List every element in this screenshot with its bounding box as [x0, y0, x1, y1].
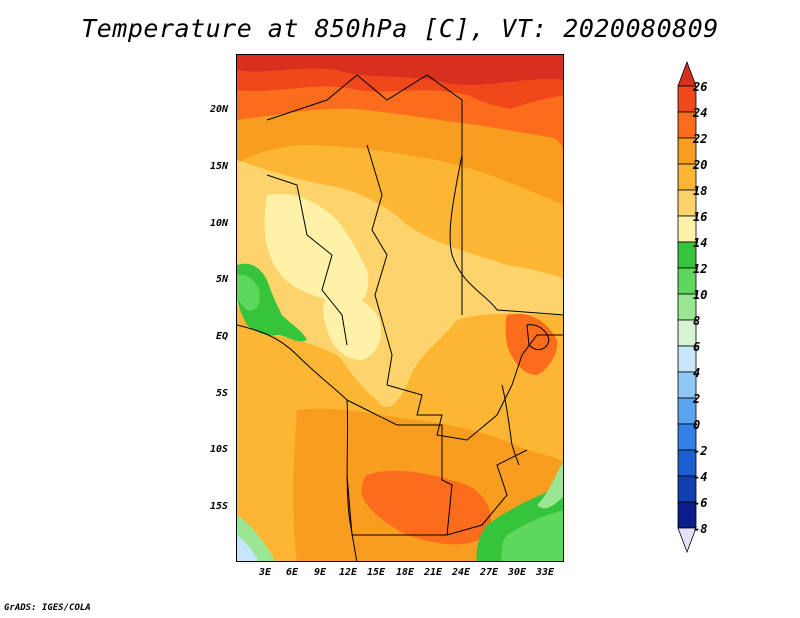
- field-10-12-southeast: [501, 510, 563, 561]
- border-west: [266, 174, 348, 346]
- colorbar-label: -4: [693, 470, 708, 484]
- colorbar-label: 18: [693, 184, 708, 198]
- colorbar-label: 22: [693, 132, 708, 146]
- field-10-12-coast: [237, 274, 260, 311]
- colorbar-label: 16: [693, 210, 708, 224]
- lat-tick-label: EQ: [215, 331, 228, 342]
- lon-tick-label: 9E: [313, 567, 327, 578]
- colorbar-label: 4: [693, 366, 701, 380]
- lake-victoria: [526, 324, 550, 351]
- temperature-field: [237, 55, 563, 561]
- colorbar-label: -6: [693, 496, 708, 510]
- colorbar-label: -2: [693, 444, 708, 458]
- colorbar-label: 8: [693, 314, 701, 328]
- lat-tick-label: 15S: [209, 501, 228, 512]
- borders: [237, 74, 563, 561]
- lat-tick-label: 5S: [215, 388, 228, 399]
- lon-tick-label: 18E: [395, 567, 415, 578]
- lat-tick-label: 15N: [209, 161, 228, 172]
- credit-text: GrADS: IGES/COLA: [4, 603, 91, 613]
- colorbar: [677, 60, 697, 554]
- lat-tick-label: 20N: [209, 104, 228, 115]
- colorbar-label: 2: [693, 392, 701, 406]
- border-zambia: [446, 449, 528, 536]
- colorbar-label: 12: [693, 262, 708, 276]
- border-angola: [346, 399, 453, 536]
- colorbar-label: 10: [693, 288, 708, 302]
- temperature-map: [236, 54, 564, 562]
- lon-tick-label: 15E: [366, 567, 386, 578]
- chart-title: Temperature at 850hPa [C], VT: 202008080…: [81, 14, 719, 43]
- field-26-north: [237, 55, 563, 85]
- colorbar-label: -8: [693, 522, 708, 536]
- lon-tick-label: 12E: [338, 567, 358, 578]
- lon-tick-label: 33E: [535, 567, 555, 578]
- lon-tick-label: 27E: [479, 567, 499, 578]
- border-north: [266, 74, 463, 315]
- coastline: [237, 324, 358, 561]
- colorbar-label: 26: [693, 80, 708, 94]
- colorbar-label: 20: [693, 158, 708, 172]
- colorbar-label: 24: [693, 106, 708, 120]
- colorbar-label: 6: [693, 340, 701, 354]
- field-22-24-east: [497, 95, 563, 148]
- field-4-6-southwest: [237, 535, 259, 561]
- colorbar-underflow-triangle: [677, 527, 697, 554]
- lake-tanganyika: [501, 384, 520, 466]
- lon-tick-label: 21E: [423, 567, 443, 578]
- field-22-24-south: [361, 470, 491, 545]
- field-22-24-lakes: [505, 313, 558, 375]
- lon-tick-label: 30E: [507, 567, 527, 578]
- field-14-16-west: [264, 193, 369, 306]
- lat-tick-label: 10N: [209, 218, 228, 229]
- field-8-10-southeast: [537, 462, 563, 509]
- lon-tick-label: 24E: [451, 567, 471, 578]
- lon-tick-label: 3E: [258, 567, 272, 578]
- border-central: [366, 144, 393, 386]
- lat-tick-label: 5N: [215, 274, 228, 285]
- lat-tick-label: 10S: [209, 444, 228, 455]
- colorbar-label: 14: [693, 236, 708, 250]
- border-chad-sudan: [449, 154, 563, 316]
- colorbar-label: 0: [693, 418, 701, 432]
- lon-tick-label: 6E: [285, 567, 299, 578]
